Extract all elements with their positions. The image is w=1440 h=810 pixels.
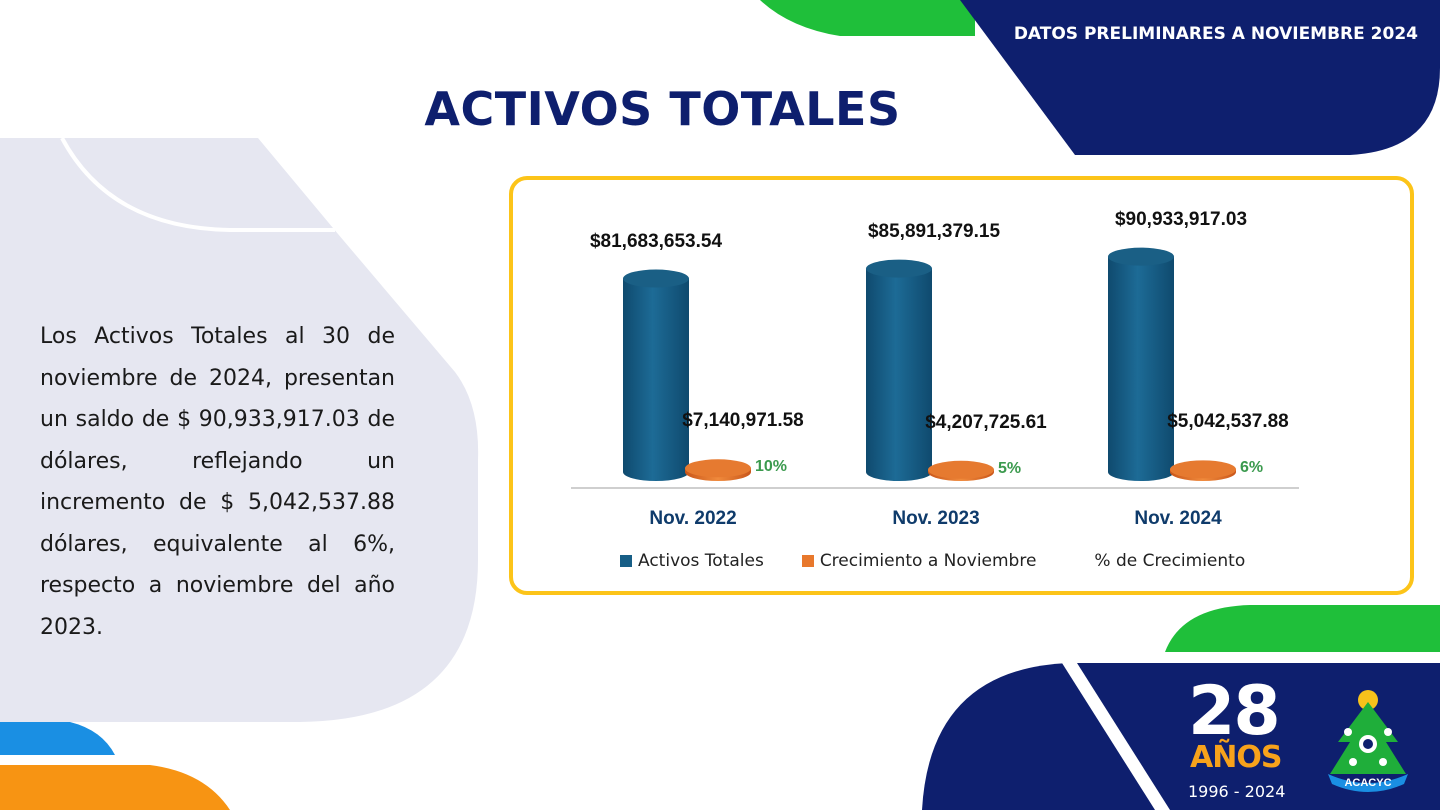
chart-canvas [571,247,1299,489]
bar-activos-totales [866,259,932,481]
legend-label-activos: Activos Totales [638,551,764,571]
data-label-crecimiento: $5,042,537.88 [1167,411,1289,433]
chart-container: $81,683,653.54 $7,140,971.58 10% Nov. 2022 $… [509,176,1414,595]
legend-swatch-crecimiento [801,555,814,567]
chart-legend: Activos Totales Crecimiento a Noviembre … [620,551,1245,571]
acacyc-logo-icon: ACACYC [1328,690,1408,792]
legend-item-crecimiento: Crecimiento a Noviembre [801,551,1037,571]
logo-28-anos: 28 AÑOS 1996 - 2024 ACACYC [1180,672,1430,807]
data-label-crecimiento: $7,140,971.58 [682,410,804,432]
category-label: Nov. 2024 [1134,508,1222,529]
header-note: DATOS PRELIMINARES A NOVIEMBRE 2024 [1013,24,1418,44]
bar-crecimiento [928,460,994,481]
bar-activos-totales [623,269,689,481]
legend-item-activos: Activos Totales [620,551,764,571]
data-label-porcentaje: 5% [998,459,1022,477]
logo-word: AÑOS [1190,740,1282,775]
data-label-activos: $85,891,379.15 [867,220,1001,242]
data-label-activos: $81,683,653.54 [589,230,723,252]
legend-label-porcentaje: % de Crecimiento [1094,551,1246,571]
bar-crecimiento [1170,460,1236,481]
logo-number: 28 [1188,672,1281,751]
legend-item-porcentaje: % de Crecimiento [1094,551,1245,571]
logo-years: 1996 - 2024 [1188,782,1286,801]
data-label-porcentaje: 6% [1240,459,1264,477]
legend-swatch-activos [620,555,632,567]
category-label: Nov. 2022 [649,508,737,529]
bar-activos-totales [1108,247,1174,481]
category-label: Nov. 2023 [892,508,980,529]
description-text: Los Activos Totales al 30 de noviembre d… [40,324,395,640]
logo-brand: ACACYC [1344,777,1391,789]
data-label-crecimiento: $4,207,725.61 [925,411,1047,433]
page-title: ACTIVOS TOTALES [424,82,901,136]
legend-label-crecimiento: Crecimiento a Noviembre [819,551,1037,571]
data-label-activos: $90,933,917.03 [1114,208,1248,230]
bar-crecimiento [685,459,751,481]
data-label-porcentaje: 10% [755,458,788,476]
